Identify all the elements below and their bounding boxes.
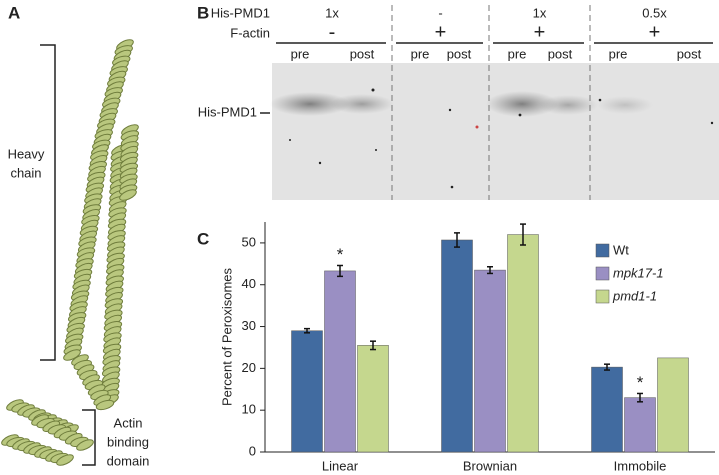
y-tick-label: 40 <box>242 276 256 291</box>
lane-condition: 0.5x <box>642 5 667 20</box>
gel-band <box>597 96 653 114</box>
bracket-label: Heavy <box>8 146 45 161</box>
bar <box>357 345 389 453</box>
error-bar <box>520 223 526 246</box>
error-bar <box>604 363 610 371</box>
lane-post: post <box>548 46 573 61</box>
lane-condition: + <box>649 21 661 43</box>
legend-swatch <box>595 289 610 304</box>
gel-band <box>486 91 558 117</box>
error-bar <box>304 327 310 334</box>
bar <box>657 357 689 453</box>
bracket-label: binding <box>107 434 149 449</box>
legend-swatch <box>595 243 610 258</box>
lane-condition: + <box>435 21 447 43</box>
bar <box>624 397 656 453</box>
y-tick-label: 0 <box>249 443 256 458</box>
band-label: His-PMD1 <box>198 104 257 119</box>
helix-turn <box>76 439 94 451</box>
bracket <box>40 44 56 361</box>
bracket-label: domain <box>107 453 150 468</box>
lane-condition: - <box>329 21 336 43</box>
gel-band <box>270 92 350 116</box>
y-tick-label: 10 <box>242 402 256 417</box>
legend-label: Wt <box>613 242 629 257</box>
panel-label: B <box>197 3 209 22</box>
error-bar <box>370 340 376 351</box>
row-label: His-PMD1 <box>211 5 270 20</box>
lane-condition: 1x <box>533 5 547 20</box>
helix-turn <box>63 349 81 361</box>
helix-turn <box>119 189 137 201</box>
lane-post: post <box>447 46 472 61</box>
gel <box>272 63 719 200</box>
gel-band <box>330 94 394 114</box>
lane-condition: 1x <box>325 5 339 20</box>
bar <box>591 366 623 453</box>
lane-pre: pre <box>291 46 310 61</box>
x-tick-label: Brownian <box>463 458 517 473</box>
lane-pre: pre <box>411 46 430 61</box>
error-bar <box>487 265 493 275</box>
y-tick-label: 30 <box>242 318 256 333</box>
y-tick-label: 20 <box>242 360 256 375</box>
legend-swatch <box>595 266 610 281</box>
row-label: F-actin <box>230 25 270 40</box>
lane-post: post <box>350 46 375 61</box>
panel-label: C <box>197 229 209 248</box>
error-bar <box>337 264 343 278</box>
x-tick-label: Linear <box>322 458 359 473</box>
legend-label: mpk17-1 <box>613 265 664 280</box>
lane-pre: pre <box>508 46 527 61</box>
significance-mark: * <box>637 373 644 392</box>
error-bar <box>454 232 460 248</box>
helix-turn <box>95 399 115 411</box>
bar <box>324 270 356 453</box>
protein-structure <box>1 39 140 466</box>
error-bar <box>637 392 643 403</box>
bar <box>507 234 539 453</box>
bar <box>474 269 506 453</box>
y-axis-label: Percent of Peroxisomes <box>219 268 234 407</box>
lane-pre: pre <box>609 46 628 61</box>
lane-condition: - <box>438 5 442 20</box>
helix-turn <box>56 454 74 466</box>
panel-label: A <box>8 3 20 22</box>
gel-band <box>538 95 598 115</box>
bar <box>291 330 323 453</box>
bracket-label: Actin <box>114 415 143 430</box>
bar <box>441 239 473 453</box>
lane-condition: + <box>534 21 546 43</box>
legend-label: pmd1-1 <box>612 288 657 303</box>
significance-mark: * <box>337 245 344 264</box>
bracket-label: chain <box>10 165 41 180</box>
lane-post: post <box>677 46 702 61</box>
gel-speckles <box>289 88 714 189</box>
y-tick-label: 50 <box>242 234 256 249</box>
x-tick-label: Immobile <box>614 458 667 473</box>
bracket <box>82 409 96 466</box>
gel-speckle <box>475 125 479 129</box>
